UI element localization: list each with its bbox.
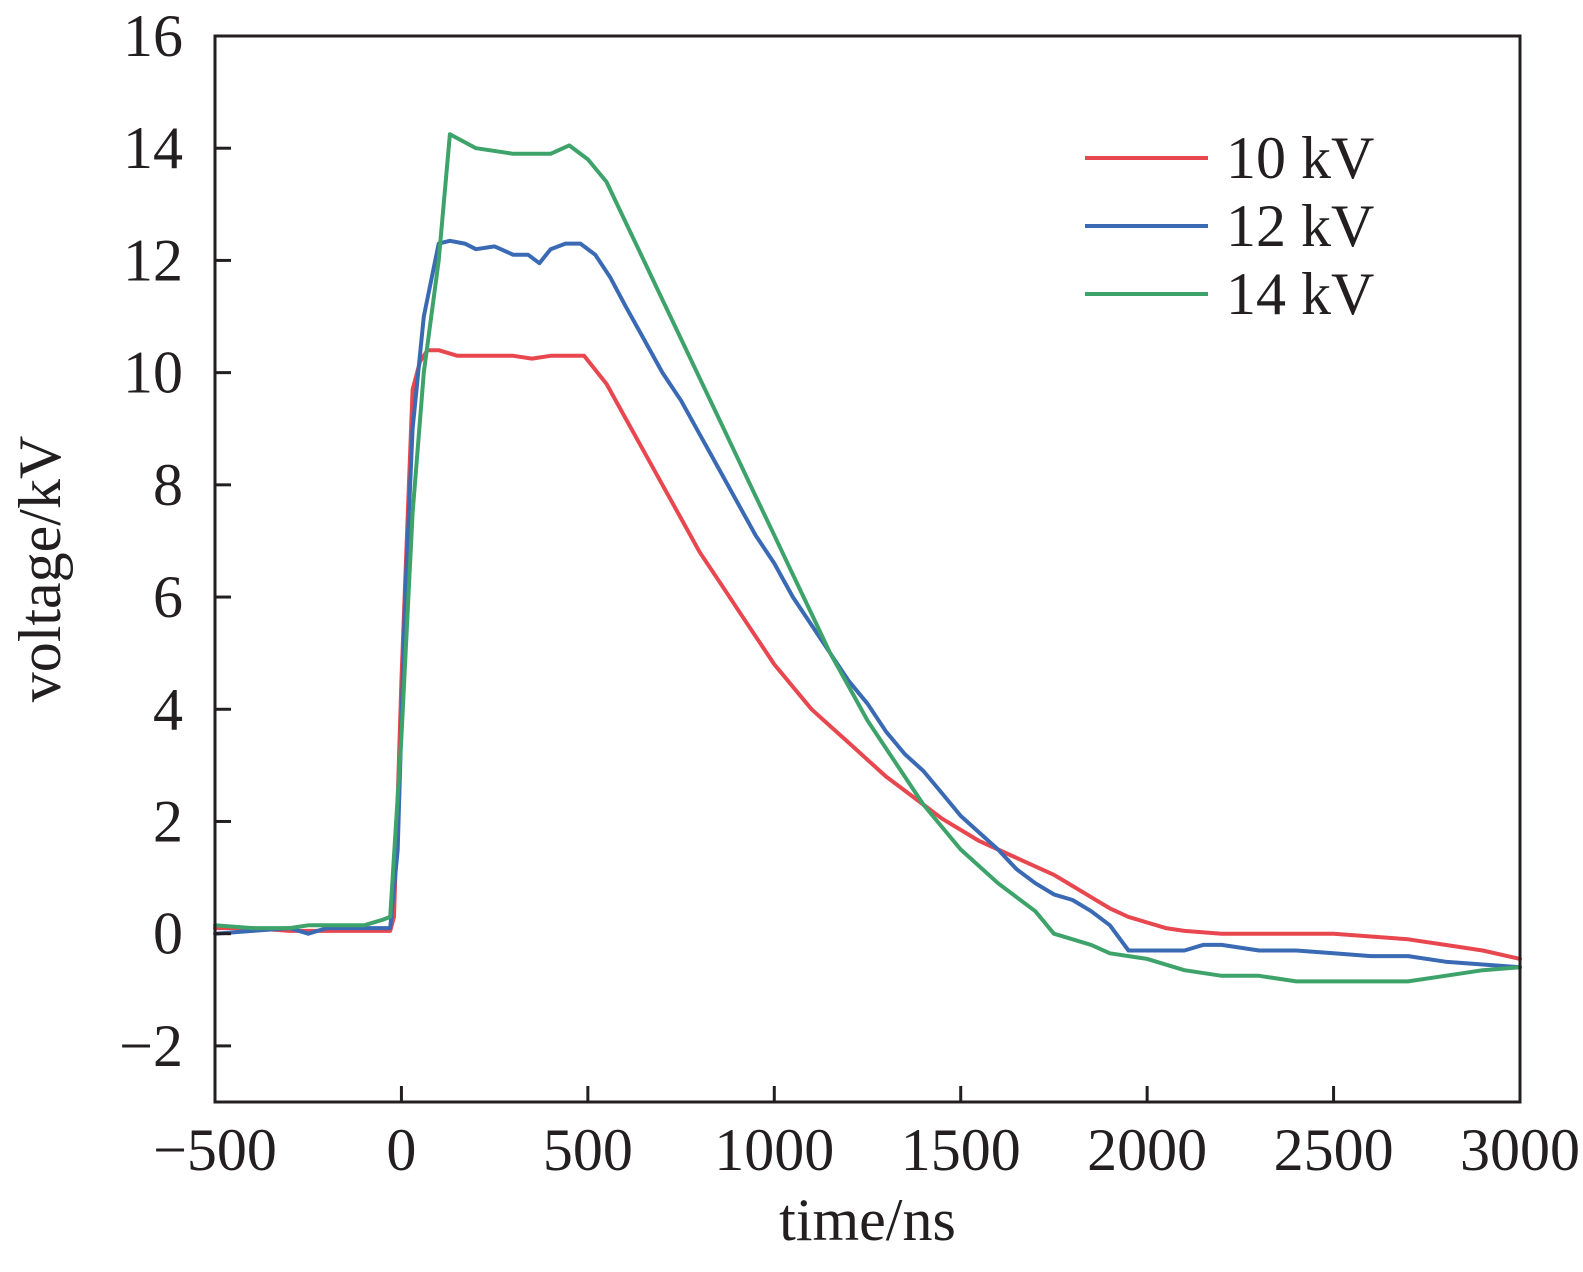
y-tick-label: −2 [119, 1013, 183, 1079]
y-tick-label: 10 [123, 340, 183, 406]
x-tick-label: 2500 [1274, 1117, 1394, 1183]
y-tick-label: 12 [123, 227, 183, 293]
y-tick-label: 8 [153, 452, 183, 518]
x-tick-label: 500 [543, 1117, 633, 1183]
plot-frame [213, 34, 1522, 1104]
x-axis-ticks: −500 0 500 1000 1500 2000 2500 3000 [153, 1086, 1580, 1183]
x-tick-label: 1500 [901, 1117, 1021, 1183]
x-tick-label: 1000 [714, 1117, 834, 1183]
x-tick-label: 3000 [1460, 1117, 1580, 1183]
y-axis-title: voltage/kV [7, 436, 73, 703]
y-tick-label: 14 [123, 115, 183, 181]
y-tick-label: 0 [153, 901, 183, 967]
y-tick-label: 4 [153, 676, 183, 742]
series-line-12kv [213, 238, 1522, 970]
legend-label: 10 kV [1226, 125, 1374, 191]
series-line-14kv [213, 132, 1522, 984]
x-tick-label: 0 [386, 1117, 416, 1183]
series-layer [213, 132, 1522, 984]
y-tick-label: 6 [153, 564, 183, 630]
y-tick-label: 16 [123, 3, 183, 69]
y-axis-ticks: −2 0 2 4 6 8 10 12 14 16 [119, 3, 231, 1079]
y-tick-label: 2 [153, 788, 183, 854]
x-tick-label: 2000 [1087, 1117, 1207, 1183]
legend-label: 14 kV [1226, 261, 1374, 327]
legend-label: 12 kV [1226, 193, 1374, 259]
x-tick-label: −500 [153, 1117, 277, 1183]
x-axis-title: time/ns [779, 1187, 956, 1253]
